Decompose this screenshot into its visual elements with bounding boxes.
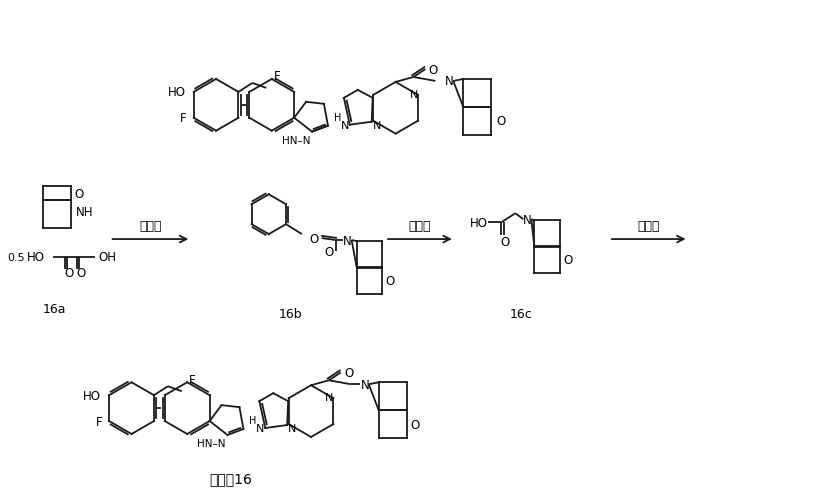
Text: O: O <box>324 246 334 259</box>
Text: O: O <box>563 254 573 267</box>
Text: F: F <box>189 373 195 386</box>
Text: N: N <box>256 423 265 433</box>
Text: N: N <box>361 378 369 391</box>
Text: 第二步: 第二步 <box>409 219 431 232</box>
Text: O: O <box>309 232 318 245</box>
Text: N: N <box>344 234 352 247</box>
Text: HN–N: HN–N <box>282 135 310 145</box>
Text: 16b: 16b <box>279 308 303 321</box>
Text: H: H <box>249 415 256 425</box>
Text: O: O <box>429 64 438 76</box>
Text: N: N <box>341 120 349 130</box>
Text: N: N <box>288 423 296 433</box>
Text: F: F <box>180 112 186 125</box>
Text: HN–N: HN–N <box>197 438 225 448</box>
Text: 0.5: 0.5 <box>7 253 25 263</box>
Text: 第一步: 第一步 <box>139 219 162 232</box>
Text: N: N <box>523 213 532 226</box>
Text: HO: HO <box>83 389 101 402</box>
Text: O: O <box>74 187 84 200</box>
Text: 第三步: 第三步 <box>637 219 660 232</box>
Text: N: N <box>409 90 418 100</box>
Text: OH: OH <box>98 251 116 264</box>
Text: N: N <box>373 120 381 130</box>
Text: O: O <box>501 235 510 248</box>
Text: N: N <box>326 392 334 402</box>
Text: 化合畫16: 化合畫16 <box>209 471 252 485</box>
Text: O: O <box>344 366 353 379</box>
Text: O: O <box>386 275 395 288</box>
Text: O: O <box>64 267 73 280</box>
Text: NH: NH <box>76 205 94 218</box>
Text: F: F <box>95 415 103 428</box>
Text: HO: HO <box>470 216 488 229</box>
Text: 16a: 16a <box>42 303 66 316</box>
Text: F: F <box>274 70 280 83</box>
Text: O: O <box>77 267 85 280</box>
Text: O: O <box>411 418 420 431</box>
Text: H: H <box>335 113 342 123</box>
Text: O: O <box>497 115 505 128</box>
Text: 16c: 16c <box>510 308 532 321</box>
Text: HO: HO <box>168 86 186 99</box>
Text: N: N <box>445 75 453 88</box>
Text: HO: HO <box>27 251 45 264</box>
